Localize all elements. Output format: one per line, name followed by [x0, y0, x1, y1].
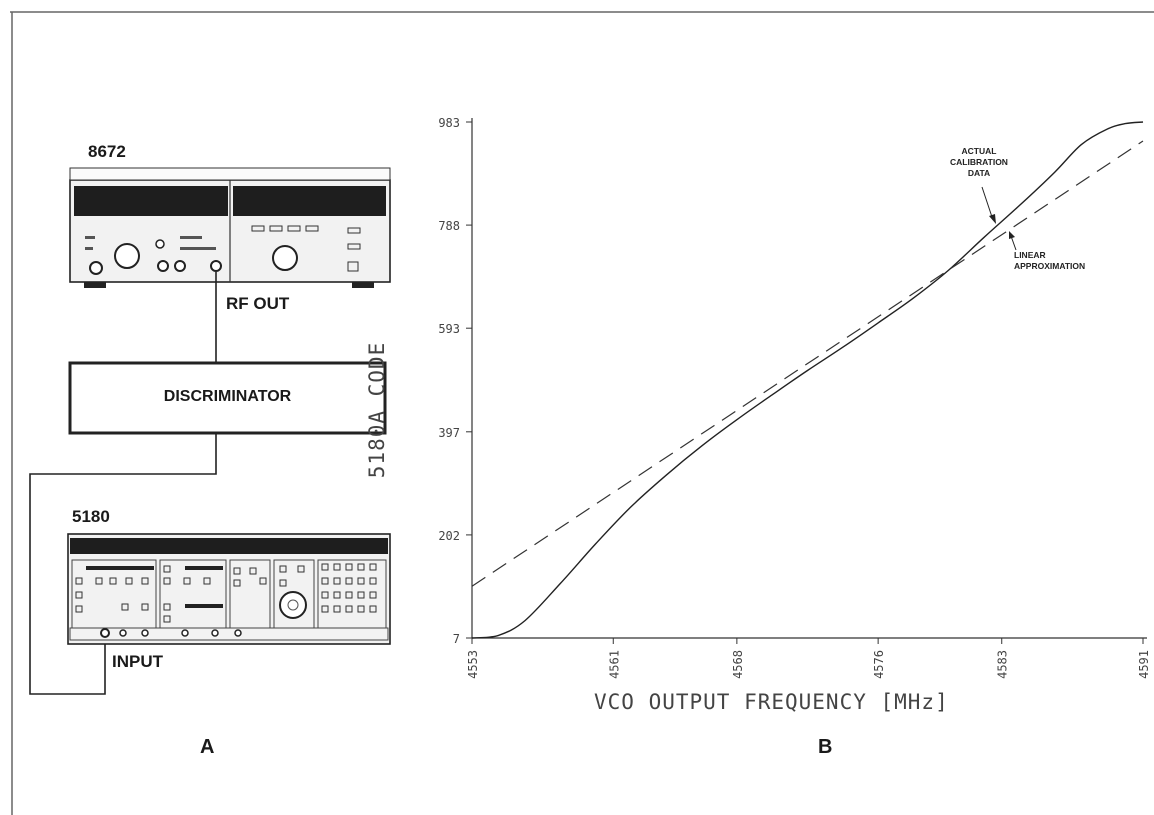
series-actual-calibration-line	[471, 121, 1144, 639]
y-axis-title: 5180A CODE	[365, 341, 390, 479]
y-tick-label-2: 397	[438, 426, 460, 440]
actual-line-1: ACTUAL	[961, 146, 997, 156]
y-tick-label-0: 7	[453, 632, 460, 646]
counter-input-connector	[100, 628, 110, 638]
panel-a-letter: A	[200, 736, 215, 758]
signal-generator-8672	[69, 167, 391, 288]
gen-main-knob	[114, 243, 140, 269]
y-tick-label-3: 593	[438, 322, 460, 336]
linear-line-1: LINEAR	[1014, 250, 1046, 260]
y-tick-label-5: 983	[438, 116, 460, 130]
x-axis-title: VCO OUTPUT FREQUENCY [MHz]	[594, 690, 949, 714]
x-tick-label-4: 4583	[996, 650, 1010, 679]
y-tick-label-4: 788	[438, 219, 460, 233]
generator-model-label: 8672	[88, 142, 126, 161]
discriminator-label: DISCRIMINATOR	[163, 388, 292, 405]
gen-second-knob	[272, 245, 298, 271]
y-tick-label-1: 202	[438, 529, 460, 543]
panel-b-letter: B	[818, 736, 833, 758]
linear-approx-annotation: LINEAR APPROXIMATION	[1014, 250, 1085, 272]
rf-out-label: RF OUT	[226, 294, 290, 313]
x-tick-label-1: 4561	[607, 650, 621, 679]
rf-out-connector	[210, 260, 222, 272]
series-linear-approximation-line	[471, 140, 1144, 587]
linear-leader-arrowhead	[1009, 231, 1015, 239]
x-tick-label-3: 4576	[872, 650, 886, 679]
calibration-chart: 7 202 397 593 788 983 4553 4561 4568 4576 4583 4591	[438, 116, 1151, 679]
input-label: INPUT	[112, 652, 163, 671]
linear-line-2: APPROXIMATION	[1014, 261, 1086, 271]
counter-model-label: 5180	[72, 507, 110, 526]
actual-calibration-annotation: ACTUAL CALIBRATION DATA	[924, 146, 1034, 179]
actual-line-2: CALIBRATION	[950, 157, 1008, 167]
counter-knob	[279, 591, 307, 619]
actual-leader-arrowhead	[989, 214, 996, 224]
x-tick-label-2: 4568	[731, 650, 745, 679]
actual-line-3: DATA	[967, 168, 991, 178]
counter-5180	[67, 533, 391, 645]
actual-leader-line	[981, 186, 994, 221]
input-cable	[29, 433, 217, 695]
x-tick-label-5: 4591	[1137, 650, 1151, 679]
linear-leader-line	[1010, 235, 1017, 251]
x-tick-label-0: 4553	[466, 650, 480, 679]
discriminator-box	[68, 361, 387, 435]
